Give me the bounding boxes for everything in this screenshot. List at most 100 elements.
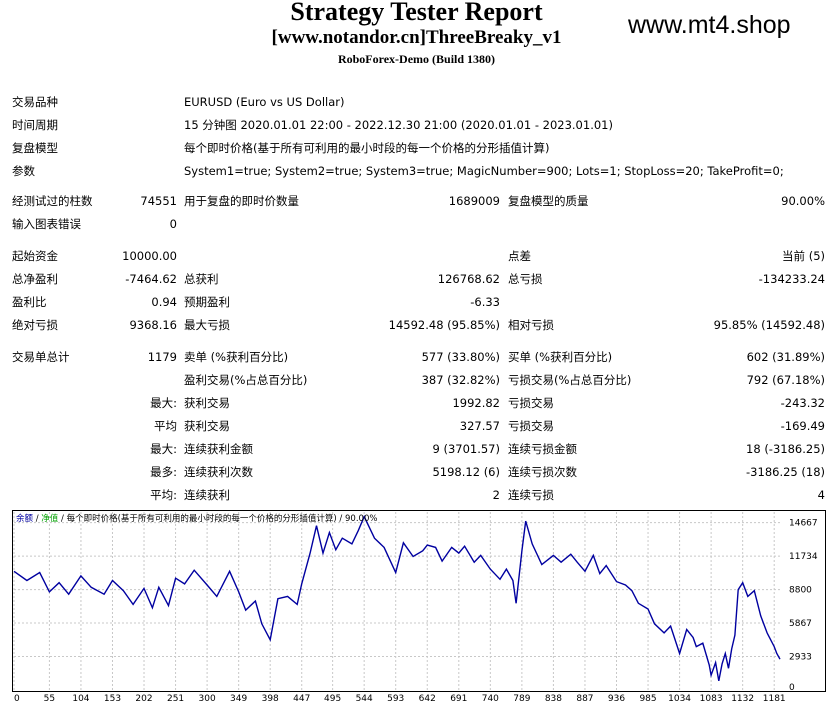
x-tick-label: 495 <box>324 694 341 704</box>
deposit-value: 10000.00 <box>122 249 177 263</box>
y-tick-label: 8800 <box>789 586 812 596</box>
period-value: 15 分钟图 2020.01.01 22:00 - 2022.12.30 21:… <box>184 118 613 132</box>
x-tick-label: 544 <box>356 694 373 704</box>
legend-balance: 余额 <box>16 513 34 524</box>
y-tick-label: 0 <box>789 683 795 692</box>
x-tick-label: 1034 <box>668 694 691 704</box>
ticks-value: 1689009 <box>448 194 500 208</box>
net-profit-value: -7464.62 <box>125 272 177 286</box>
quality-value: 90.00% <box>781 194 825 208</box>
gross-loss-value: -134233.24 <box>758 272 825 286</box>
x-tick-label: 1132 <box>731 694 754 704</box>
y-axis: 0 2933 5867 8800 11734 14667 <box>789 519 818 692</box>
x-tick-label: 0 <box>14 694 20 704</box>
profit-factor-value: 0.94 <box>151 295 177 309</box>
bars-label: 经测试过的柱数 <box>12 194 93 208</box>
max-consec-losses-value: 18 (-3186.25) <box>746 442 825 456</box>
errors-label: 输入图表错误 <box>12 217 81 231</box>
expected-payoff-value: -6.33 <box>470 295 500 309</box>
legend-model: 每个即时价格(基于所有可利用的最小时段的每一个价格的分形插值计算) <box>67 513 337 524</box>
average-loss-value: -169.49 <box>780 419 825 433</box>
profit-trades-label: 盈利交易(%占总百分比) <box>184 373 308 387</box>
x-tick-label: 55 <box>44 694 55 704</box>
x-tick-label: 936 <box>608 694 625 704</box>
x-tick-label: 153 <box>104 694 121 704</box>
avg-label: 平均: <box>150 488 177 502</box>
profit-trades-value: 387 (32.82%) <box>421 373 500 387</box>
balance-chart: 余额 / 净值 / 每个即时价格(基于所有可利用的最小时段的每一个价格的分形插值… <box>12 510 826 692</box>
largest-loss-label: 亏损交易 <box>508 396 554 410</box>
abs-drawdown-label: 绝对亏损 <box>12 318 58 332</box>
x-tick-label: 202 <box>135 694 152 704</box>
average-profit-label: 获利交易 <box>184 419 230 433</box>
x-tick-label: 691 <box>450 694 467 704</box>
short-positions-label: 卖单 (%获利百分比) <box>184 350 289 364</box>
y-tick-label: 5867 <box>789 619 812 629</box>
quality-label: 复盘模型的质量 <box>508 194 589 208</box>
avg-consec-wins-label: 连续获利 <box>184 488 230 502</box>
server-build: RoboForex-Demo (Build 1380) <box>337 52 496 66</box>
symbol-value: EURUSD (Euro vs US Dollar) <box>184 95 345 109</box>
errors-value: 0 <box>169 217 177 231</box>
x-tick-label: 447 <box>293 694 310 704</box>
rel-drawdown-label: 相对亏损 <box>508 318 554 332</box>
max-drawdown-value: 14592.48 (95.85%) <box>388 318 500 332</box>
x-tick-label: 300 <box>199 694 216 704</box>
maximal-consec-profit-label: 连续获利次数 <box>184 465 253 479</box>
x-tick-labels: 0 55 104 153 202 251 300 349 398 447 495 544 593 642 6… <box>14 694 786 704</box>
maximal-consec-loss-label: 连续亏损次数 <box>508 465 577 479</box>
x-tick-label: 838 <box>545 694 562 704</box>
watermark-text: www.mt4.shop <box>628 11 791 39</box>
maximal-label: 最多: <box>150 465 177 479</box>
largest-label: 最大: <box>150 396 177 410</box>
x-tick-label: 104 <box>72 694 89 704</box>
avg-consec-wins-value: 2 <box>492 488 500 502</box>
bars-value: 74551 <box>140 194 177 208</box>
loss-trades-value: 792 (67.18%) <box>746 373 825 387</box>
legend-quality: 90.00% <box>345 514 377 524</box>
x-tick-label: 887 <box>576 694 593 704</box>
params-value: System1=true; System2=true; System3=true… <box>184 164 784 178</box>
y-tick-label: 14667 <box>789 519 818 529</box>
gross-loss-label: 总亏损 <box>508 272 543 286</box>
abs-drawdown-value: 9368.16 <box>129 318 177 332</box>
chart-legend: 余额 / 净值 / 每个即时价格(基于所有可利用的最小时段的每一个价格的分形插值… <box>16 513 377 524</box>
y-tick-label: 2933 <box>789 653 812 663</box>
total-trades-label: 交易单总计 <box>12 350 70 364</box>
max-consec-wins-value: 9 (3701.57) <box>432 442 500 456</box>
avg-consec-losses-value: 4 <box>817 488 825 502</box>
loss-trades-label: 亏损交易(%占总百分比) <box>508 373 632 387</box>
average-label: 平均 <box>154 419 177 433</box>
long-positions-label: 买单 (%获利百分比) <box>508 350 613 364</box>
legend-sep: / <box>33 514 41 524</box>
model-label: 复盘模型 <box>12 141 58 155</box>
x-tick-label: 1181 <box>763 694 786 704</box>
legend-sep: / <box>58 514 66 524</box>
chart-frame <box>12 510 826 692</box>
y-tick-label: 11734 <box>789 552 818 562</box>
largest-loss-value: -243.32 <box>780 396 825 410</box>
net-profit-label: 总净盈利 <box>12 272 58 286</box>
gross-profit-label: 总获利 <box>184 272 219 286</box>
legend-equity: 净值 <box>41 513 59 524</box>
avg-consec-losses-label: 连续亏损 <box>508 488 554 502</box>
report-subtitle: [www.notandor.cn]ThreeBreaky_v1 <box>271 27 562 48</box>
ticks-label: 用于复盘的即时价数量 <box>184 194 299 208</box>
total-trades-value: 1179 <box>147 350 177 364</box>
deposit-label: 起始资金 <box>12 249 58 263</box>
spread-label: 点差 <box>508 249 531 263</box>
x-tick-label: 789 <box>513 694 530 704</box>
chart-grid <box>13 512 780 690</box>
average-loss-label: 亏损交易 <box>508 419 554 433</box>
short-positions-value: 577 (33.80%) <box>421 350 500 364</box>
symbol-label: 交易品种 <box>12 95 58 109</box>
x-tick-label: 740 <box>482 694 499 704</box>
x-tick-label: 251 <box>167 694 184 704</box>
largest-profit-label: 获利交易 <box>184 396 230 410</box>
report-title: Strategy Tester Report <box>290 0 543 26</box>
expected-payoff-label: 预期盈利 <box>184 295 230 309</box>
x-tick-label: 642 <box>419 694 436 704</box>
max-label: 最大: <box>150 442 177 456</box>
largest-profit-value: 1992.82 <box>452 396 500 410</box>
x-axis: 0 55 104 153 202 251 300 349 398 447 495 544 593 642 6… <box>14 694 786 704</box>
